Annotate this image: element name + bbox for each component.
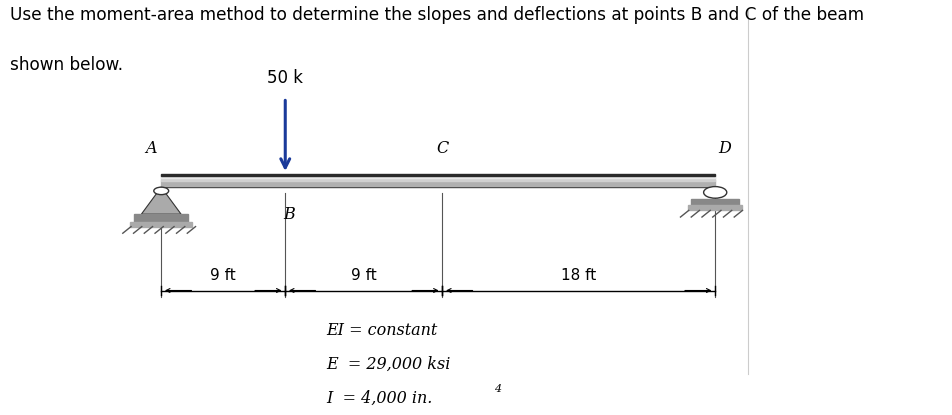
Bar [161,180,715,186]
Text: 18 ft: 18 ft [561,268,596,283]
Text: A: A [146,140,157,157]
Text: EI = constant: EI = constant [327,322,438,339]
Bar [161,175,715,178]
Text: 9 ft: 9 ft [210,268,236,283]
Text: 50 k: 50 k [268,69,304,87]
Bar [161,176,715,181]
Text: 4: 4 [494,384,501,394]
Bar [161,174,715,176]
Bar [691,199,739,205]
Text: shown below.: shown below. [10,56,123,74]
Text: E  = 29,000 ksi: E = 29,000 ksi [327,356,451,373]
Circle shape [154,187,169,195]
Text: Use the moment-area method to determine the slopes and deflections at points B a: Use the moment-area method to determine … [10,6,864,24]
Text: D: D [719,140,731,157]
Text: I  = 4,000 in.: I = 4,000 in. [327,390,433,407]
Bar [688,205,743,210]
Circle shape [704,187,726,198]
Bar [130,222,192,227]
Polygon shape [142,187,181,214]
Text: B: B [284,206,295,223]
Text: 9 ft: 9 ft [351,268,377,283]
Bar [161,186,715,187]
Bar [134,214,188,222]
Text: C: C [436,140,448,157]
